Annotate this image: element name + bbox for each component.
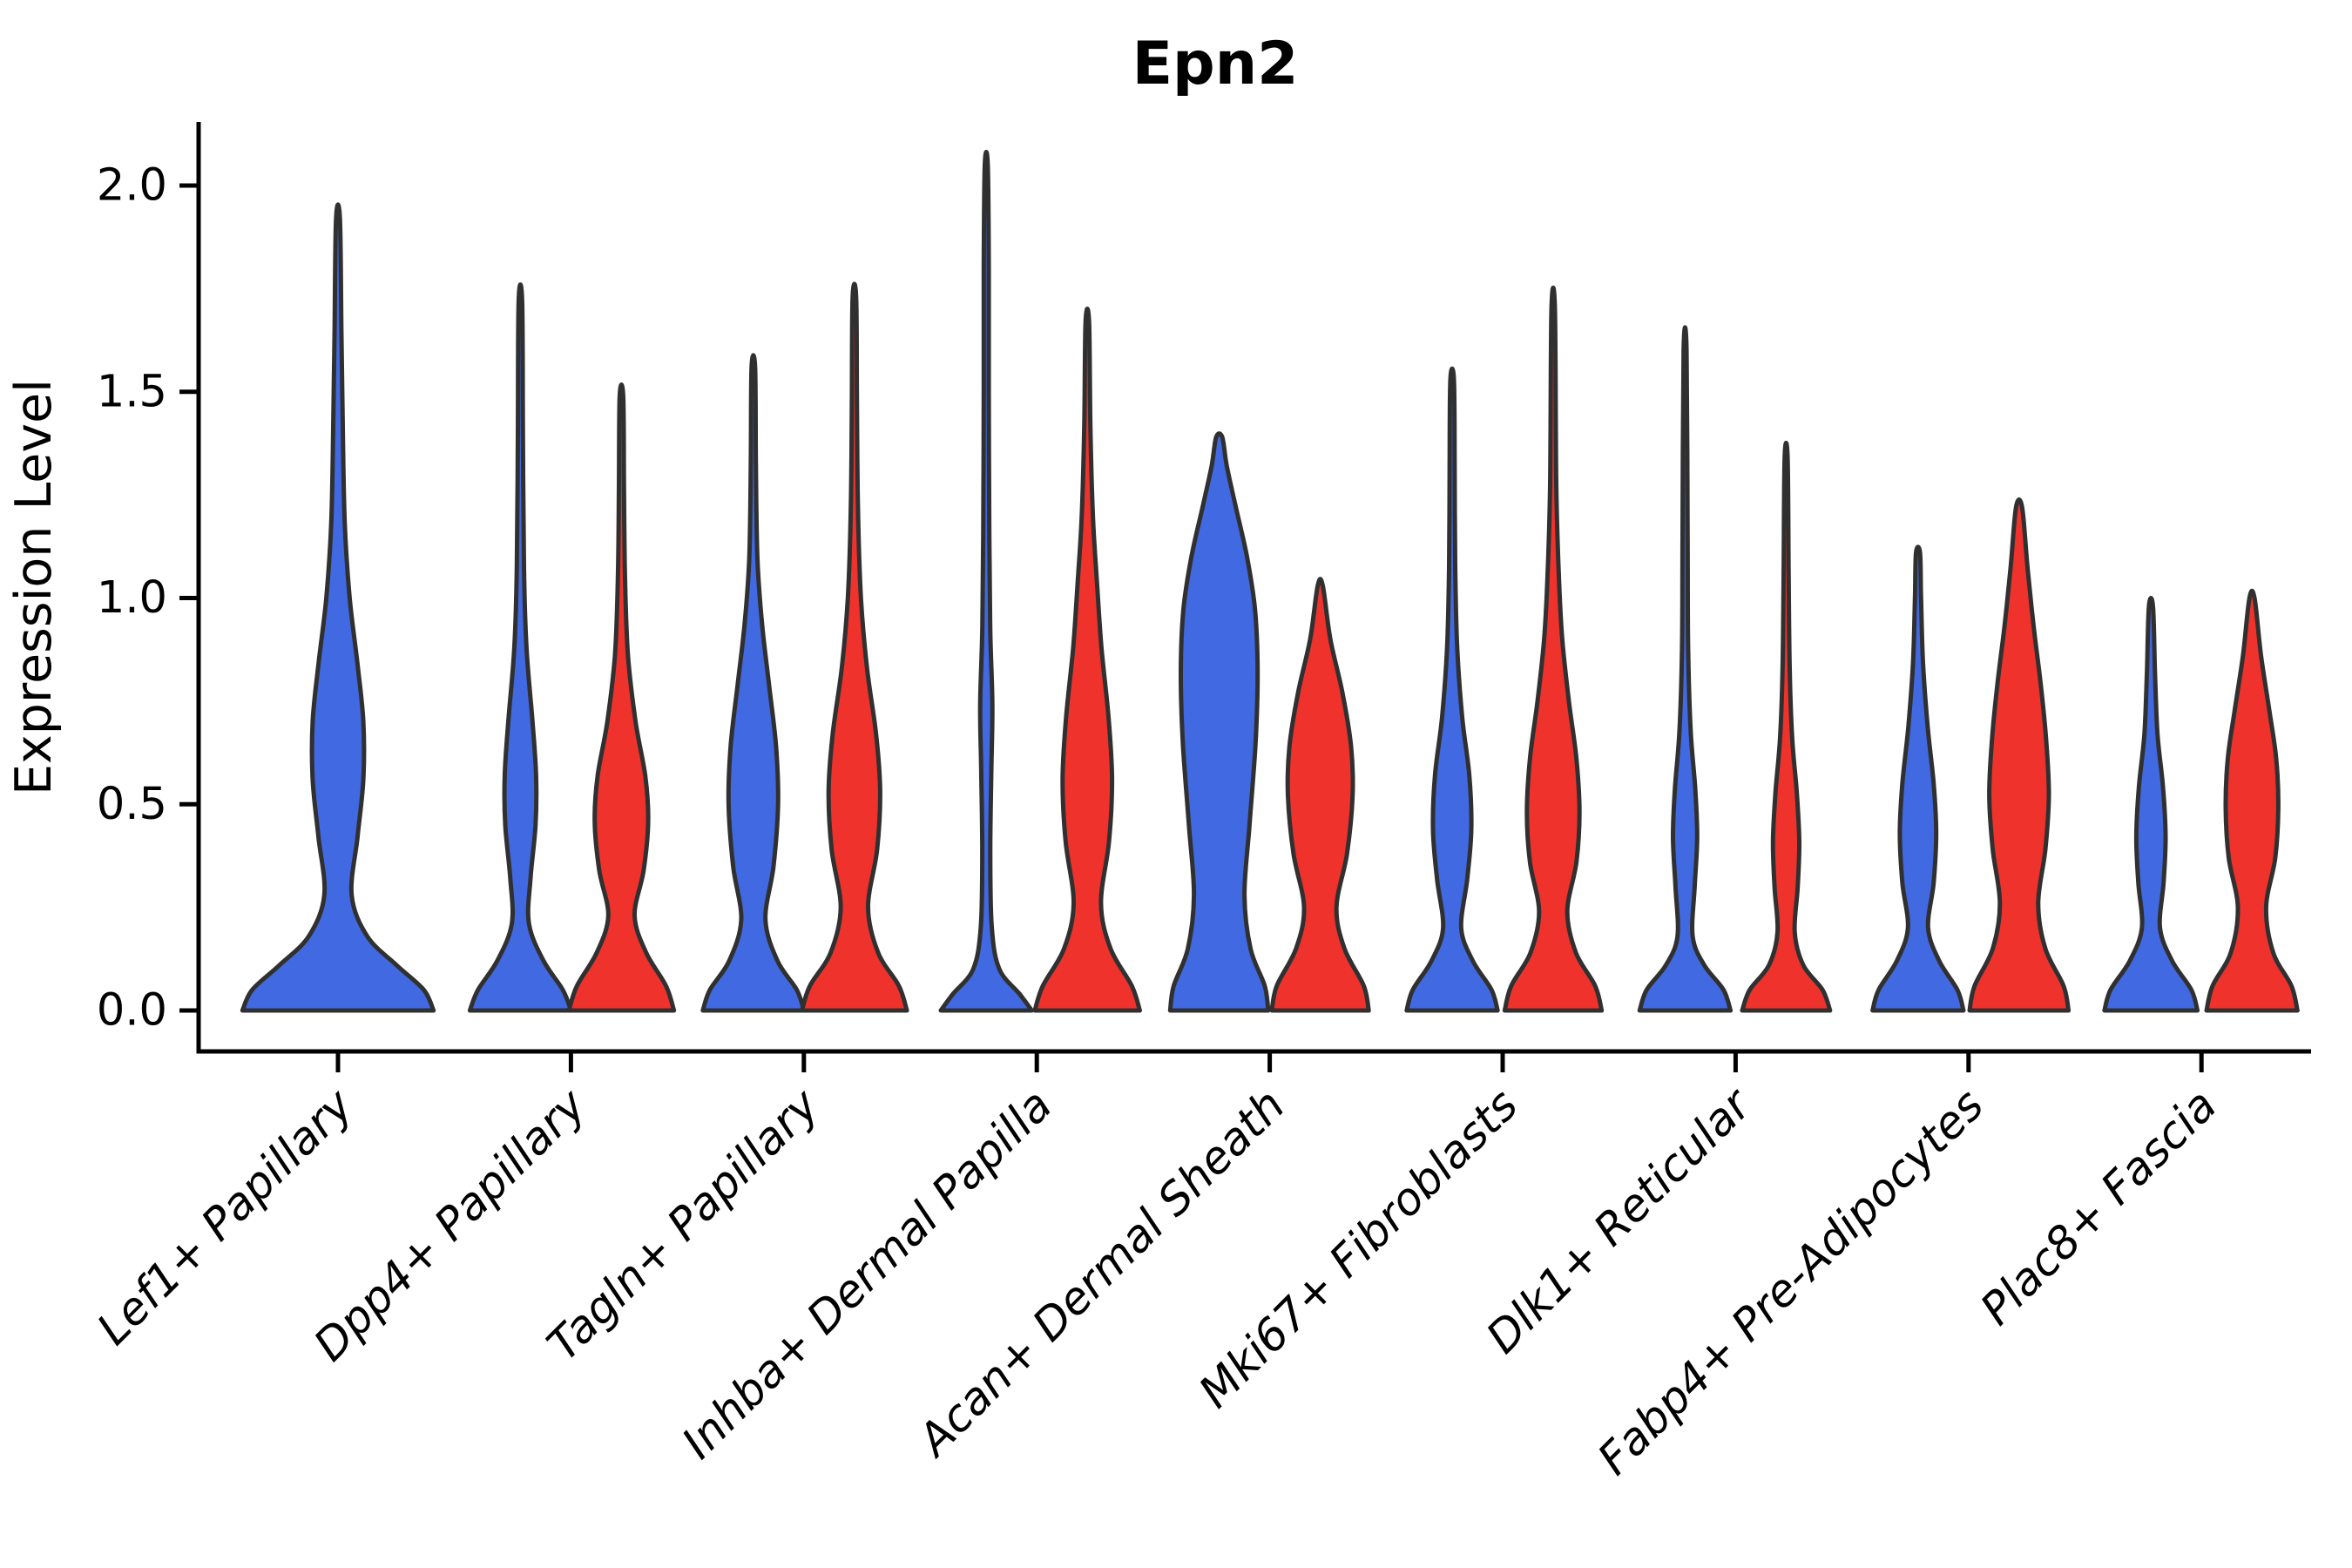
violin-plac8-fascia-red [2204,588,2300,1013]
y-tick-label-2.0: 2.0 [97,160,167,212]
violin-mki67-fibroblasts-red [1502,286,1605,1013]
y-axis-label: Expression Level [5,379,63,795]
x-tick-label-plac8-fascia: Plac8+ Fascia [1971,1079,2227,1335]
violin-fabp4-pre-adipocytes-blue [1870,544,1966,1013]
x-tick-label-inhba-dermal-papilla: Inhba+ Dermal Papilla [672,1079,1062,1469]
violin-fabp4-pre-adipocytes-red [1967,497,2072,1013]
y-tick-label-1.5: 1.5 [97,366,167,417]
x-tick-label-fabp4-pre-adipocytes: Fabp4+ Pre-Adipocytes [1588,1079,1994,1485]
y-tick-label-0.0: 0.0 [97,985,167,1037]
chart-title: Epn2 [1132,30,1299,98]
violin-dpp4-papillary-blue [467,282,573,1013]
violin-tagln-papillary-red [800,281,909,1013]
violin-dlk1-reticular-blue [1637,325,1734,1013]
x-tick-label-acan-dermal-sheath: Acan+ Dermal Sheath [907,1079,1294,1467]
violin-inhba-dermal-papilla-red [1032,306,1142,1013]
violin-plac8-fascia-blue [2102,595,2200,1013]
y-tick-label-1.0: 1.0 [97,572,167,624]
violin-mki67-fibroblasts-blue [1404,366,1500,1013]
y-tick-label-0.5: 0.5 [97,779,167,830]
violin-lef1-papillary-blue [240,202,436,1013]
x-tick-label-lef1-papillary: Lef1+ Papillary [88,1079,364,1355]
violin-inhba-dermal-papilla-blue [938,150,1034,1013]
violin-acan-dermal-sheath-red [1269,577,1371,1013]
violin-dpp4-papillary-red [566,382,677,1013]
violin-acan-dermal-sheath-blue [1167,431,1271,1013]
violin-tagln-papillary-blue [700,353,807,1013]
violin-dlk1-reticular-red [1740,440,1833,1013]
